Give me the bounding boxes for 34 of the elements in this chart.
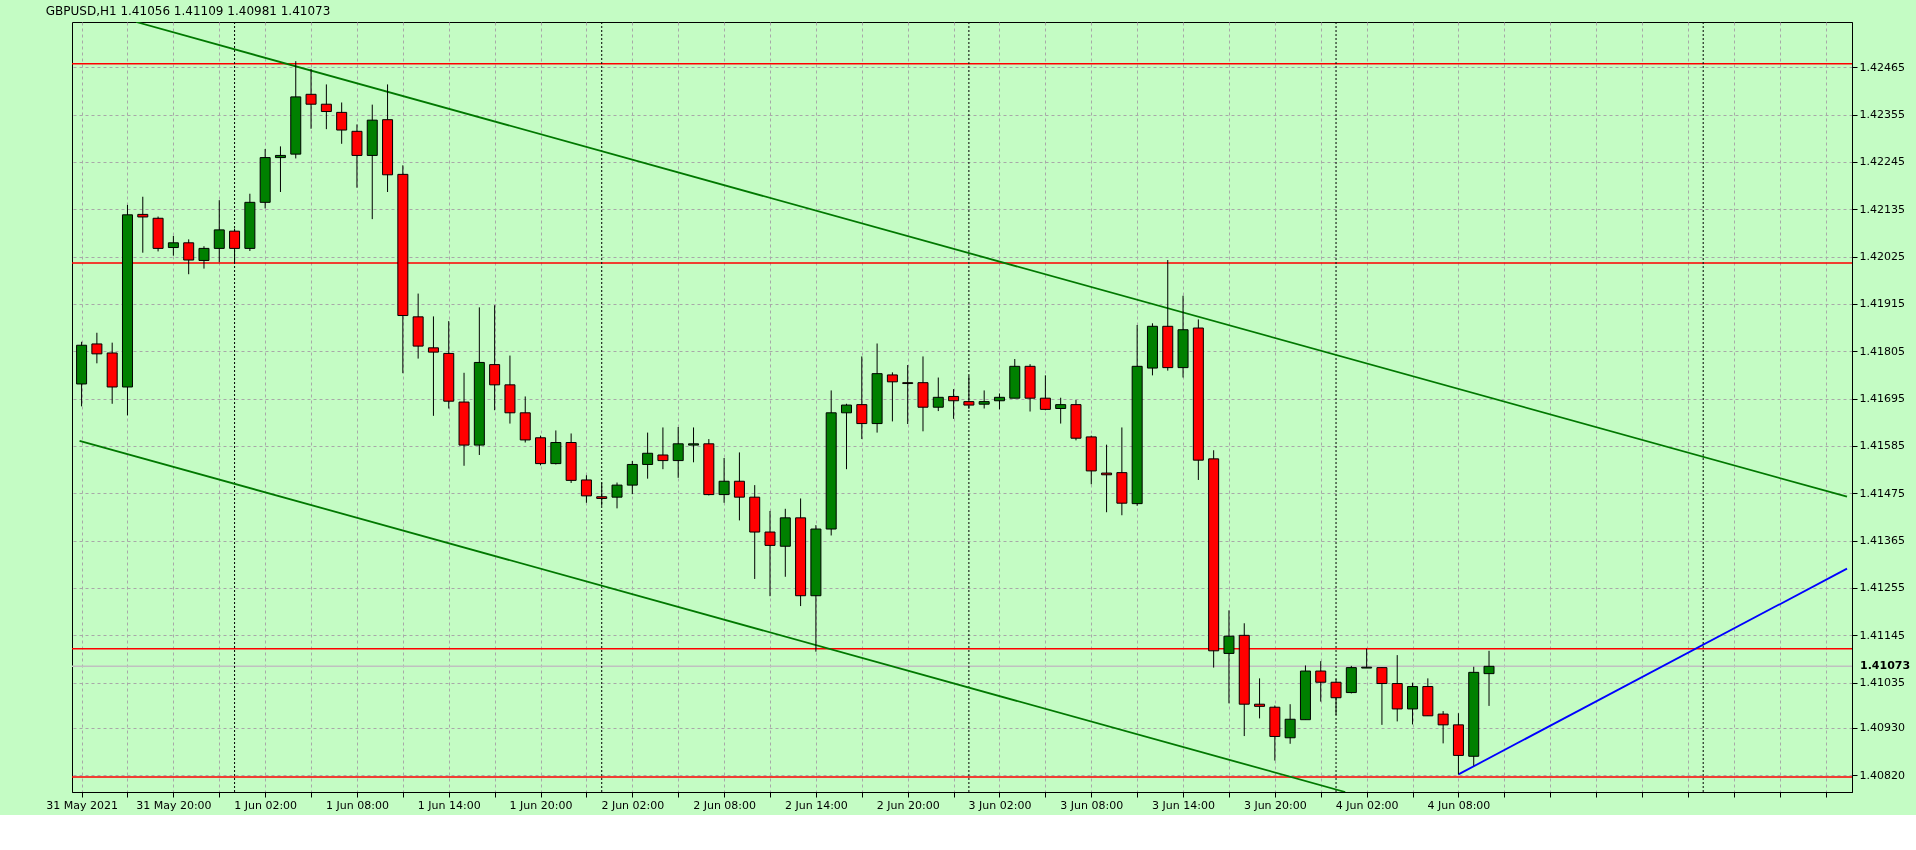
x-tick-label: 31 May 20:00 — [136, 798, 212, 812]
x-tick-label: 4 Jun 02:00 — [1335, 798, 1399, 812]
x-tick-label: 3 Jun 20:00 — [1243, 798, 1307, 812]
y-tick-label: 1.41145 — [1859, 628, 1905, 642]
x-tick-label: 4 Jun 08:00 — [1427, 798, 1491, 812]
x-tick-label: 1 Jun 08:00 — [326, 798, 389, 812]
x-tick-label: 1 Jun 02:00 — [234, 798, 298, 812]
y-tick-label: 1.41915 — [1859, 297, 1905, 311]
y-tick-label: 1.41035 — [1859, 676, 1905, 690]
y-tick-label: 1.41475 — [1859, 486, 1905, 500]
x-tick-label: 3 Jun 14:00 — [1152, 798, 1215, 812]
ref-line-label: 1.41073 — [1860, 659, 1911, 673]
y-tick-label: 1.41695 — [1859, 392, 1905, 406]
x-tick-label: 3 Jun 08:00 — [1060, 798, 1124, 812]
y-tick-label: 1.40820 — [1859, 768, 1905, 782]
y-tick-label: 1.42025 — [1859, 250, 1905, 264]
y-tick-label: 1.40930 — [1859, 721, 1905, 735]
x-tick-label: 2 Jun 20:00 — [876, 798, 940, 812]
x-tick-label: 1 Jun 20:00 — [509, 798, 573, 812]
y-tick-label: 1.42465 — [1859, 60, 1905, 74]
x-tick-label: 2 Jun 14:00 — [784, 798, 848, 812]
chart-title: GBPUSD,H1 1.41056 1.41109 1.40981 1.41073 — [45, 3, 331, 18]
y-tick-label: 1.41255 — [1859, 581, 1905, 595]
y-tick-label: 1.41365 — [1859, 534, 1905, 548]
x-tick-label: 1 Jun 14:00 — [417, 798, 481, 812]
y-tick-label: 1.41585 — [1859, 439, 1905, 453]
x-tick-label: 3 Jun 02:00 — [968, 798, 1032, 812]
x-tick-label: 2 Jun 08:00 — [693, 798, 757, 812]
x-tick-label: 31 May 2021 — [46, 798, 118, 812]
y-tick-label: 1.42355 — [1859, 108, 1905, 122]
y-tick-label: 1.42135 — [1859, 202, 1905, 216]
x-tick-label: 2 Jun 02:00 — [601, 798, 665, 812]
y-tick-label: 1.41805 — [1859, 344, 1905, 358]
y-tick-label: 1.42245 — [1859, 155, 1905, 169]
